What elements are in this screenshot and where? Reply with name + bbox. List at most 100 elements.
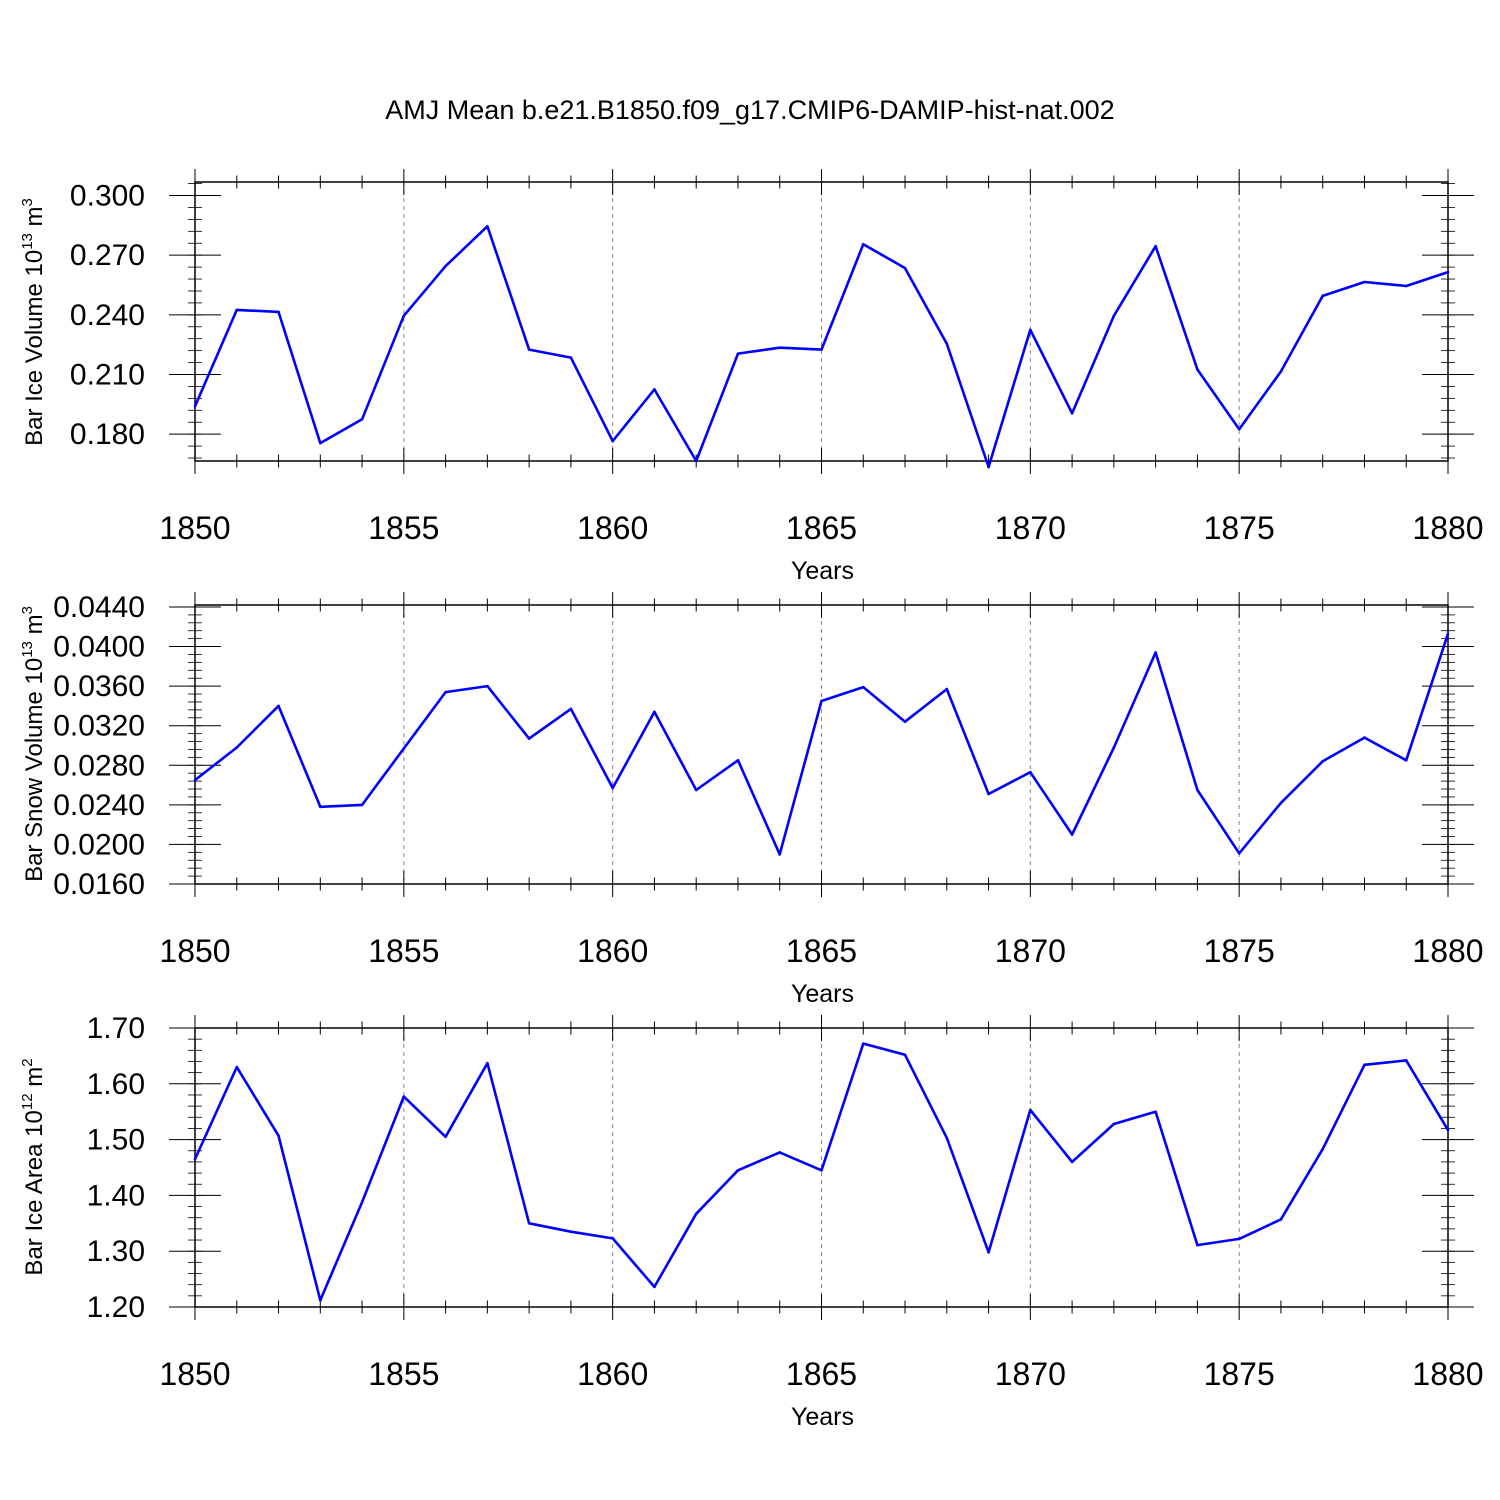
y-axis-label-unit-exponent: 3 bbox=[19, 606, 36, 614]
data-point bbox=[694, 1212, 698, 1216]
y-axis-label: Bar Ice Volume 1013 m3 bbox=[19, 198, 48, 446]
x-tick-label: 1865 bbox=[786, 1356, 857, 1392]
x-tick-label: 1870 bbox=[995, 933, 1066, 969]
data-point bbox=[235, 308, 239, 312]
data-point bbox=[1363, 1063, 1366, 1067]
data-point bbox=[611, 1237, 614, 1240]
data-point bbox=[193, 405, 197, 408]
y-tick-label: 0.0320 bbox=[53, 710, 145, 743]
y-axis-label-text: Bar Ice Area 10 bbox=[21, 1110, 48, 1275]
y-axis-label-exponent: 13 bbox=[19, 641, 36, 658]
data-point bbox=[945, 342, 949, 345]
data-point bbox=[402, 314, 406, 318]
y-tick-label: 0.270 bbox=[70, 239, 145, 272]
data-point bbox=[778, 1151, 782, 1154]
data-point bbox=[1196, 368, 1199, 371]
data-point bbox=[820, 699, 823, 703]
data-point bbox=[1446, 1128, 1450, 1132]
data-point bbox=[1154, 651, 1157, 654]
data-point bbox=[945, 1136, 949, 1140]
x-tick-label: 1855 bbox=[368, 1356, 439, 1392]
y-tick-label: 0.0160 bbox=[53, 868, 145, 901]
data-point bbox=[319, 805, 322, 809]
data-point bbox=[1404, 284, 1408, 288]
x-tick-label: 1875 bbox=[1204, 1356, 1275, 1392]
data-point bbox=[1196, 788, 1199, 792]
data-point bbox=[1321, 1147, 1324, 1151]
y-axis-label-unit-exponent: 2 bbox=[19, 1058, 36, 1066]
y-tick-label: 0.0440 bbox=[53, 591, 145, 624]
data-point bbox=[987, 792, 990, 796]
x-tick-label: 1860 bbox=[577, 933, 648, 969]
x-axis-label: Years bbox=[791, 980, 854, 1008]
data-point bbox=[319, 1299, 322, 1302]
data-point bbox=[277, 1134, 280, 1137]
x-tick-label: 1860 bbox=[577, 1356, 648, 1392]
x-axis-label: Years bbox=[791, 1403, 854, 1431]
data-point bbox=[736, 1168, 740, 1172]
data-point bbox=[277, 310, 280, 314]
y-axis-label: Bar Snow Volume 1013 m3 bbox=[19, 606, 48, 882]
data-point bbox=[861, 685, 865, 689]
x-tick-label: 1865 bbox=[786, 510, 857, 546]
y-tick-label: 0.180 bbox=[70, 418, 145, 451]
data-point bbox=[1279, 801, 1283, 805]
x-tick-label: 1875 bbox=[1204, 933, 1275, 969]
data-point bbox=[611, 786, 614, 790]
data-point bbox=[486, 684, 489, 688]
data-point bbox=[653, 388, 656, 391]
x-tick-label: 1875 bbox=[1204, 510, 1275, 546]
data-point bbox=[444, 1135, 447, 1139]
data-point bbox=[861, 1042, 865, 1045]
x-tick-label: 1850 bbox=[159, 510, 230, 546]
data-point bbox=[1070, 1160, 1074, 1164]
y-tick-label: 0.240 bbox=[70, 299, 145, 332]
x-tick-label: 1880 bbox=[1412, 1356, 1483, 1392]
data-point bbox=[736, 352, 740, 355]
data-point bbox=[1070, 411, 1074, 415]
y-axis-label-text: Bar Ice Volume 10 bbox=[21, 250, 48, 446]
data-point bbox=[987, 1251, 990, 1254]
data-point bbox=[1321, 760, 1324, 763]
data-point bbox=[1237, 1237, 1241, 1241]
x-tick-label: 1870 bbox=[995, 1356, 1066, 1392]
data-point bbox=[820, 1168, 823, 1172]
data-point bbox=[486, 225, 489, 228]
data-point bbox=[1154, 1110, 1157, 1113]
y-axis-label-unit-exponent: 3 bbox=[19, 198, 36, 206]
data-point bbox=[319, 441, 322, 445]
y-axis-label-text: Bar Snow Volume 10 bbox=[21, 658, 48, 882]
x-tick-label: 1880 bbox=[1412, 510, 1483, 546]
data-point bbox=[694, 788, 698, 792]
data-point bbox=[193, 1157, 197, 1161]
x-tick-label: 1850 bbox=[159, 1356, 230, 1392]
data-point bbox=[193, 778, 197, 782]
y-tick-label: 1.50 bbox=[87, 1124, 145, 1157]
x-tick-label: 1880 bbox=[1412, 933, 1483, 969]
data-point bbox=[736, 759, 740, 762]
data-point bbox=[1112, 314, 1116, 318]
y-tick-label: 0.0280 bbox=[53, 749, 145, 782]
panel-bar-snow-volume: 0.0160 0.0200 0.0240 0.0280 0.0320 0.0360 0.04… bbox=[19, 591, 1484, 1008]
data-point bbox=[569, 356, 573, 359]
data-point bbox=[486, 1061, 489, 1065]
data-point bbox=[527, 348, 531, 351]
y-axis-label-unit: m bbox=[21, 1067, 48, 1094]
y-tick-label: 0.210 bbox=[70, 358, 145, 391]
y-tick-label: 0.0200 bbox=[53, 828, 145, 861]
data-point bbox=[1446, 270, 1450, 274]
data-point bbox=[820, 348, 823, 351]
x-tick-label: 1860 bbox=[577, 510, 648, 546]
data-point bbox=[360, 417, 364, 421]
y-tick-label: 1.70 bbox=[87, 1012, 145, 1045]
data-point bbox=[987, 465, 990, 469]
figure-title: AMJ Mean b.e21.B1850.f09_g17.CMIP6-DAMIP… bbox=[385, 95, 1114, 125]
y-axis-label-exponent: 12 bbox=[19, 1093, 36, 1110]
data-point bbox=[778, 853, 782, 856]
data-point bbox=[1029, 1108, 1032, 1112]
data-point bbox=[694, 459, 698, 463]
data-point bbox=[1279, 370, 1283, 373]
data-point bbox=[1154, 244, 1157, 248]
